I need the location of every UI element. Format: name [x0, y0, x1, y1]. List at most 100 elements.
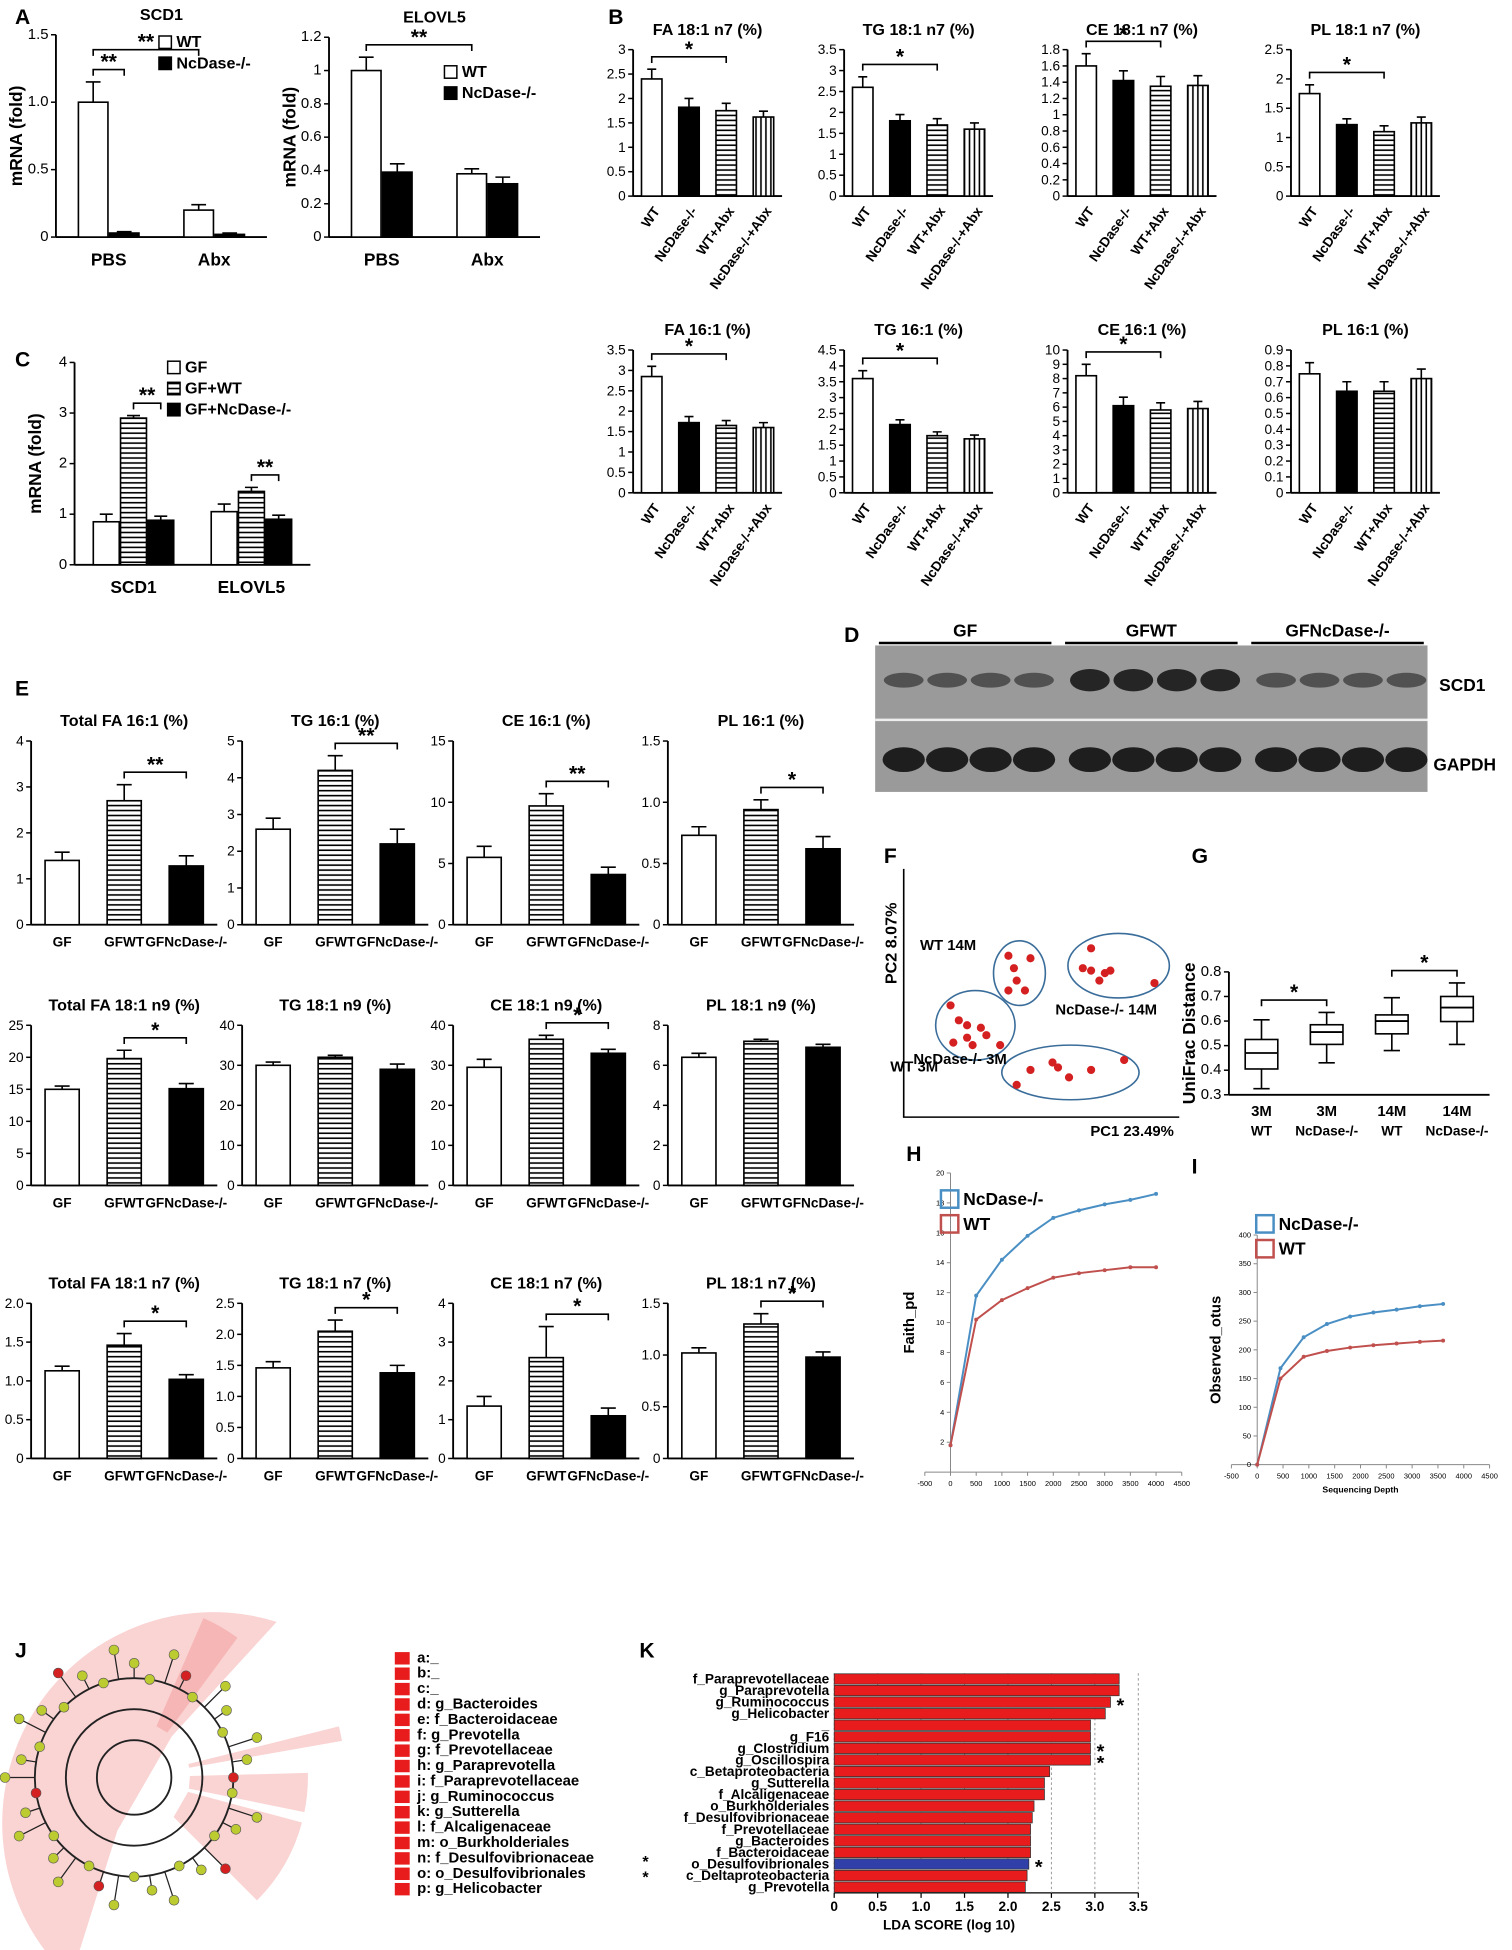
- legend-swatch: [394, 1852, 410, 1865]
- error-bar: [244, 486, 258, 492]
- significance-bracket: [123, 1320, 188, 1328]
- y-tick-label: 2: [1276, 71, 1284, 86]
- bar: [833, 1684, 1120, 1697]
- y-tick-label: 1.5: [216, 1358, 235, 1373]
- bar: [743, 1323, 779, 1460]
- blot-band: [1256, 672, 1296, 688]
- y-tick-label: 1.5: [818, 126, 837, 141]
- x-tick-label: WT: [1073, 204, 1098, 231]
- x-tick-label: SCD1: [110, 577, 157, 597]
- legend-label: e: f_Bacteroidaceae: [417, 1712, 558, 1728]
- bar: [833, 1742, 1091, 1754]
- y-tick-label: 0.5: [1201, 1038, 1222, 1054]
- x-group-label: NcDase-/-: [1295, 1123, 1358, 1138]
- error-bar: [895, 419, 905, 425]
- x-tick-label: 4000: [1148, 1479, 1165, 1488]
- y-tick-label: 30: [431, 1058, 447, 1073]
- x-tick-label: WT: [638, 204, 663, 231]
- point: [1009, 964, 1019, 973]
- y-tick-label: 0.6: [301, 129, 322, 145]
- error-bar: [265, 817, 281, 830]
- chart-title: PL 16:1 (%): [1322, 321, 1409, 339]
- cluster-ellipse: [934, 989, 1016, 1061]
- x-tick-label: GF: [689, 935, 708, 950]
- point: [1026, 954, 1035, 963]
- bar: [1186, 84, 1209, 197]
- chart-title: SCD1: [140, 6, 183, 24]
- point: [1086, 966, 1096, 975]
- y-tick-label: 4: [16, 734, 24, 749]
- legend-swatch: [394, 1867, 410, 1880]
- chart-title: PL 18:1 n9 (%): [706, 996, 816, 1014]
- bar: [168, 865, 205, 926]
- legend-label: o: o_Desulfovibrionales: [417, 1866, 586, 1882]
- y-tick-label: 1.5: [28, 27, 49, 43]
- legend-swatch: [394, 1882, 410, 1896]
- legend-swatch: [939, 1189, 960, 1209]
- significance-label: *: [1119, 333, 1128, 356]
- bar: [1298, 92, 1321, 197]
- x-tick-label: GF: [53, 935, 72, 950]
- clade-node: [13, 1713, 25, 1725]
- error-bar: [932, 117, 942, 125]
- y-tick-label: 0: [653, 1178, 661, 1193]
- series-point: [1301, 1354, 1306, 1359]
- x-tick-label: ELOVL5: [218, 577, 286, 597]
- series-point: [1051, 1215, 1056, 1220]
- bar: [833, 1881, 1026, 1893]
- y-tick-label: 0.2: [301, 196, 322, 212]
- bar: [1298, 373, 1321, 494]
- legend-label: GF+NcDase-/-: [185, 401, 291, 419]
- blot-band: [1298, 747, 1341, 773]
- clade-node: [251, 1812, 263, 1823]
- bar: [963, 128, 986, 197]
- y-tick-label: 20: [431, 1098, 447, 1113]
- error-bar: [895, 113, 905, 121]
- x-tick-label: 3000: [1096, 1479, 1113, 1488]
- x-tick-label: 3.0: [1085, 1899, 1104, 1914]
- x-tick-label: GF: [689, 1468, 708, 1483]
- error-bar: [327, 754, 343, 771]
- x-tick-label: 0: [1255, 1471, 1259, 1480]
- error-bar: [358, 56, 374, 71]
- significance-bracket: [92, 48, 200, 56]
- y-tick-label: 0.5: [216, 1420, 235, 1435]
- blot-band-label: SCD1: [1439, 675, 1486, 695]
- significance-label: **: [139, 384, 156, 407]
- series-point: [1394, 1341, 1399, 1346]
- bar: [833, 1812, 1033, 1824]
- legend-label: p: g_Helicobacter: [417, 1881, 542, 1897]
- x-tick-label: GF: [475, 1468, 494, 1483]
- series-point: [1441, 1301, 1446, 1306]
- series-point: [1371, 1343, 1376, 1348]
- clade-highlight: [188, 1772, 308, 1813]
- clade-node: [187, 1691, 198, 1703]
- bar: [1075, 374, 1098, 494]
- significance-bracket: [334, 742, 399, 750]
- legend-swatch: [394, 1652, 410, 1665]
- bar: [106, 799, 143, 926]
- y-tick-label: 6: [653, 1058, 661, 1073]
- y-tick-label: 2: [618, 404, 626, 419]
- y-tick-label: g_Oscillospira: [735, 1752, 829, 1767]
- panel-letter: A: [15, 6, 30, 29]
- legend-swatch: [166, 402, 181, 417]
- bar: [851, 86, 874, 197]
- error-bar: [1156, 75, 1166, 87]
- bar: [108, 232, 140, 238]
- y-tick-label: 1: [438, 1412, 446, 1427]
- bar: [640, 375, 663, 494]
- bar: [833, 1777, 1045, 1789]
- x-tick-label: GFNcDase-/-: [782, 1195, 864, 1210]
- bar: [317, 1056, 354, 1187]
- y-tick-label: 3.5: [607, 343, 626, 358]
- significance-label: *: [1035, 1857, 1043, 1879]
- chart-title: TG 16:1 (%): [291, 712, 380, 730]
- x-tick-label: 1.5: [955, 1899, 974, 1914]
- bar: [888, 119, 912, 197]
- blot-band: [927, 672, 968, 688]
- bar: [926, 434, 949, 494]
- bar: [681, 1352, 717, 1460]
- error-bar: [116, 1049, 132, 1059]
- panel-letter: I: [1192, 1155, 1198, 1178]
